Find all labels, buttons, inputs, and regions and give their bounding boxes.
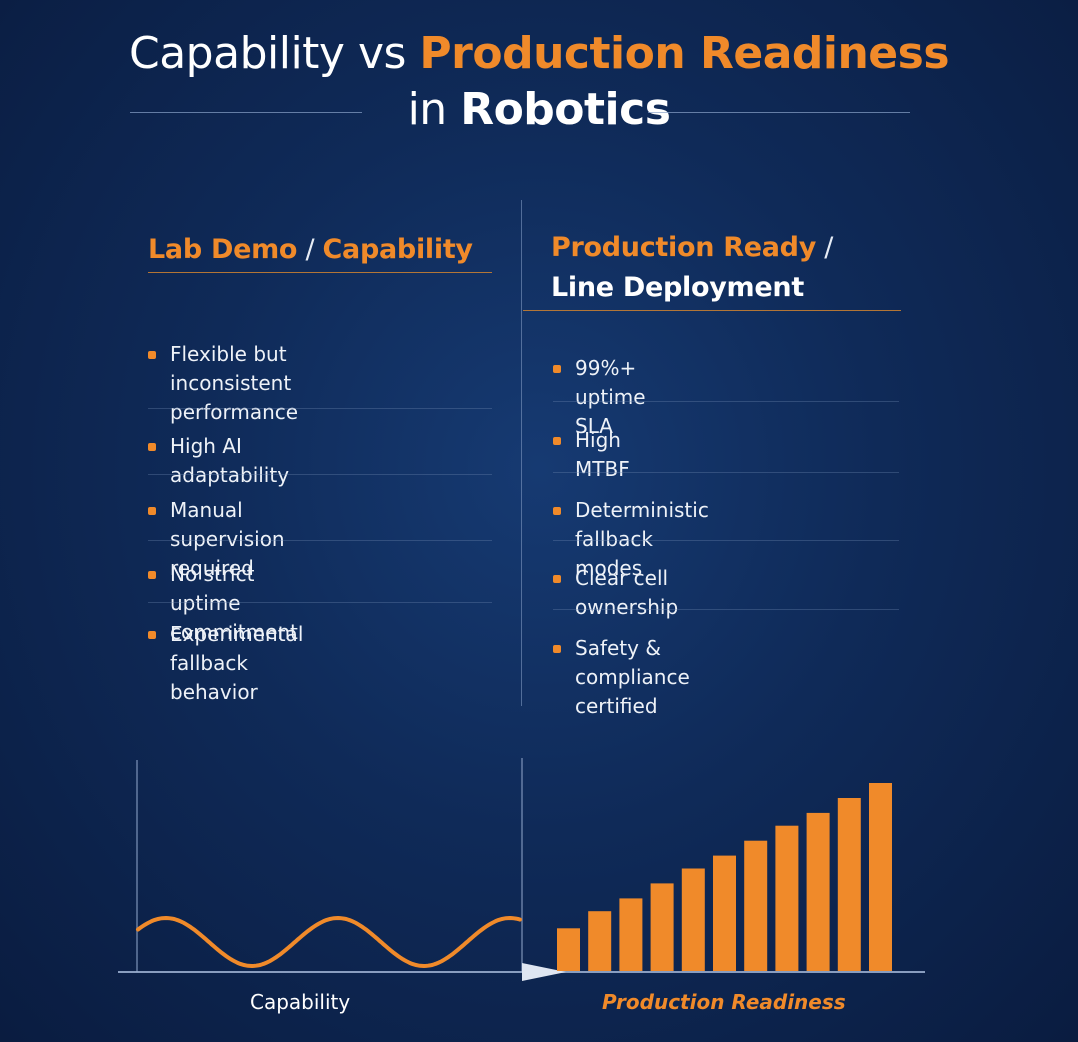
readiness-bar-6 <box>713 855 736 971</box>
heading-slash: / <box>297 234 323 265</box>
list-item-text: Flexible but inconsistent <box>170 342 292 395</box>
capability-wave-line <box>136 915 522 969</box>
title-rule-left <box>130 112 362 113</box>
readiness-bar-2 <box>588 911 612 971</box>
right-column-heading: Production Ready / Line Deployment <box>551 228 833 308</box>
row-separator <box>148 474 492 475</box>
right-heading-rule <box>523 310 901 311</box>
page-title-line-2: in Robotics <box>0 84 1078 135</box>
bullet-icon <box>148 351 156 359</box>
list-item-text: Safety & compliance certified <box>575 636 690 718</box>
list-item: Manual supervision required <box>148 496 285 583</box>
title-production-readiness: Production Readiness <box>419 28 950 79</box>
title-rule-right <box>648 112 910 113</box>
readiness-bars <box>557 783 892 971</box>
heading-line-deployment: Line Deployment <box>551 272 804 303</box>
column-divider <box>521 200 522 706</box>
title-robotics: Robotics <box>460 84 671 135</box>
list-item: Flexible but inconsistent performance <box>148 340 298 427</box>
list-item-text: 99%+ uptime SLA <box>575 356 646 438</box>
row-separator <box>553 472 899 473</box>
row-separator <box>553 401 899 402</box>
bullet-icon <box>553 507 561 515</box>
bullet-icon <box>553 575 561 583</box>
bullet-icon <box>553 645 561 653</box>
readiness-bar-8 <box>775 825 799 971</box>
row-separator <box>148 602 492 603</box>
page-title-line-1: Capability vs Production Readiness <box>0 28 1078 79</box>
arrow-head-icon <box>522 963 566 981</box>
list-item-text: High MTBF <box>575 428 630 481</box>
left-heading-rule <box>148 272 492 273</box>
list-item-text-continued: performance <box>170 400 299 424</box>
list-item-text: No strict uptime commitment <box>170 562 298 644</box>
readiness-bar-3 <box>619 898 643 971</box>
readiness-bar-10 <box>837 798 861 971</box>
list-item-text: Manual supervision required <box>170 498 285 580</box>
readiness-bar-7 <box>744 840 768 971</box>
list-item: Clear cell ownership <box>553 564 678 622</box>
list-item: High AI adaptability <box>148 432 289 490</box>
bullet-icon <box>148 631 156 639</box>
list-item: 99%+ uptime SLA <box>553 354 646 441</box>
heading-lab-demo: Lab Demo <box>148 234 298 265</box>
readiness-bar-1 <box>557 928 580 971</box>
heading-capability: Capability <box>322 234 473 265</box>
left-column-heading: Lab Demo / Capability <box>148 230 473 270</box>
list-item: Experimental fallback behavior <box>148 620 303 707</box>
title-capability-vs: Capability vs <box>128 28 420 79</box>
row-separator <box>148 408 492 409</box>
list-item: No strict uptime commitment <box>148 560 298 647</box>
heading-production-ready: Production Ready <box>551 232 816 263</box>
heading-slash: / <box>816 232 834 263</box>
list-item-text: High AI adaptability <box>170 434 290 487</box>
bullet-icon <box>148 443 156 451</box>
readiness-bar-11 <box>869 783 892 971</box>
bullet-icon <box>148 507 156 515</box>
capability-axis-label: Capability <box>250 990 351 1014</box>
list-item: Deterministic fallback modes <box>553 496 709 583</box>
title-in: in <box>407 84 461 135</box>
row-separator <box>148 540 492 541</box>
readiness-bar-5 <box>681 868 705 971</box>
list-item-text: Experimental fallback behavior <box>170 622 304 704</box>
bullet-icon <box>553 365 561 373</box>
readiness-bar-9 <box>806 812 830 971</box>
list-item: High MTBF <box>553 426 630 484</box>
row-separator <box>553 540 899 541</box>
row-separator <box>553 609 899 610</box>
bullet-icon <box>148 571 156 579</box>
list-item: Safety & compliance certified <box>553 634 690 721</box>
readiness-bar-4 <box>650 883 674 971</box>
list-item-text: Deterministic fallback modes <box>575 498 709 580</box>
list-item-text: Clear cell ownership <box>575 566 679 619</box>
bullet-icon <box>553 437 561 445</box>
production-readiness-axis-label: Production Readiness <box>602 990 846 1014</box>
